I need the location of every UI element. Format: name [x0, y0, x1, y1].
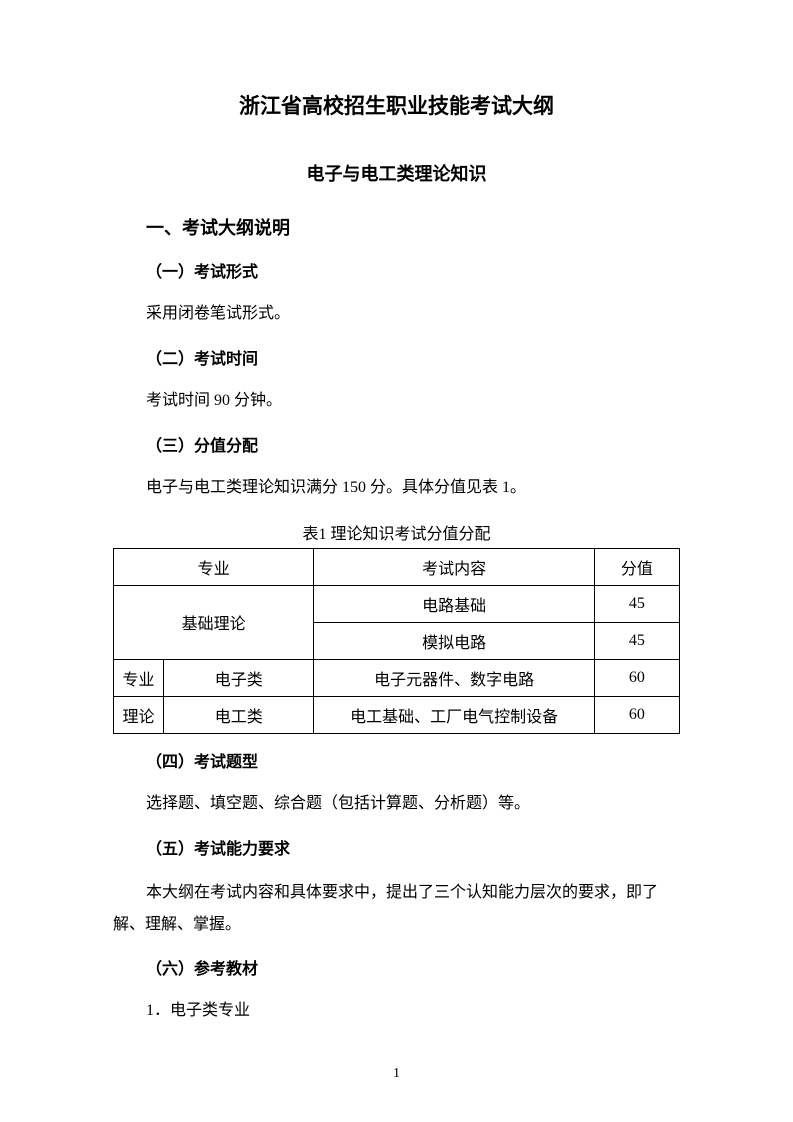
table-row: 专业 电子类 电子元器件、数字电路 60	[114, 659, 680, 696]
header-score: 分值	[594, 548, 679, 585]
sub-4-heading: （四）考试题型	[113, 748, 680, 772]
sub-5-heading: （五）考试能力要求	[113, 835, 680, 859]
table-row: 理论 电工类 电工基础、工厂电气控制设备 60	[114, 696, 680, 733]
cell-category-basic: 基础理论	[114, 585, 314, 659]
header-major: 专业	[114, 548, 314, 585]
page-number: 1	[0, 1066, 793, 1082]
subtitle: 电子与电工类理论知识	[113, 160, 680, 186]
main-title: 浙江省高校招生职业技能考试大纲	[113, 90, 680, 120]
sub-6-heading: （六）参考教材	[113, 955, 680, 979]
cell-content: 模拟电路	[314, 622, 594, 659]
cell-category: 电工类	[164, 696, 314, 733]
sub-3-text: 电子与电工类理论知识满分 150 分。具体分值见表 1。	[113, 474, 680, 501]
cell-score: 60	[594, 659, 679, 696]
header-content: 考试内容	[314, 548, 594, 585]
table-caption: 表1 理论知识考试分值分配	[113, 520, 680, 544]
cell-score: 45	[594, 622, 679, 659]
sub-6-item1: 1．电子类专业	[113, 997, 680, 1024]
cell-score: 60	[594, 696, 679, 733]
cell-content: 电路基础	[314, 585, 594, 622]
sub-1-heading: （一）考试形式	[113, 258, 680, 282]
cell-category: 电子类	[164, 659, 314, 696]
cell-content: 电工基础、工厂电气控制设备	[314, 696, 594, 733]
cell-major: 理论	[114, 696, 164, 733]
cell-score: 45	[594, 585, 679, 622]
table-header-row: 专业 考试内容 分值	[114, 548, 680, 585]
cell-major: 专业	[114, 659, 164, 696]
section-1-heading: 一、考试大纲说明	[113, 214, 680, 240]
sub-4-text: 选择题、填空题、综合题（包括计算题、分析题）等。	[113, 790, 680, 817]
sub-2-heading: （二）考试时间	[113, 345, 680, 369]
table-row: 基础理论 电路基础 45	[114, 585, 680, 622]
sub-1-text: 采用闭卷笔试形式。	[113, 300, 680, 327]
score-table: 专业 考试内容 分值 基础理论 电路基础 45 模拟电路 45 专业 电子类 电…	[113, 548, 680, 734]
sub-3-heading: （三）分值分配	[113, 432, 680, 456]
sub-2-text: 考试时间 90 分钟。	[113, 387, 680, 414]
sub-5-text: 本大纲在考试内容和具体要求中，提出了三个认知能力层次的要求，即了解、理解、掌握。	[113, 877, 680, 941]
cell-content: 电子元器件、数字电路	[314, 659, 594, 696]
